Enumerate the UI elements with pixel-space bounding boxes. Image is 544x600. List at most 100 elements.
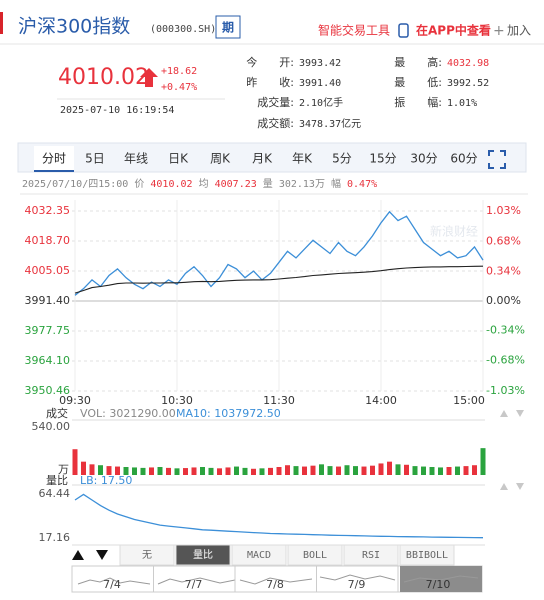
volume-bar — [191, 467, 197, 475]
navigator-labels: 7/4 7/7 7/8 7/9 7/10 — [103, 566, 450, 592]
volume-bar — [217, 468, 222, 475]
move-down[interactable] — [96, 550, 108, 560]
y2-tick-label: 0.68% — [486, 235, 521, 248]
tab-bar — [17, 142, 527, 173]
y-tick-label: 4032.35 — [25, 204, 71, 217]
accent-bar — [0, 12, 3, 34]
volume-bar — [404, 464, 409, 475]
volume-bar — [327, 466, 333, 475]
indicator-button[interactable] — [399, 544, 455, 566]
volume-bar — [302, 466, 307, 475]
stat-label: 成交量: — [257, 95, 294, 109]
info-amp: 0.47% — [347, 179, 377, 190]
fullscreen-icon[interactable] — [488, 150, 506, 169]
volume-bar — [370, 465, 375, 475]
add-link[interactable]: 加入 — [507, 24, 531, 38]
y-tick-label: 540.00 — [32, 420, 71, 433]
panel-arrows[interactable] — [500, 410, 524, 490]
tab[interactable]: 年K — [292, 152, 313, 166]
volume-bar — [242, 467, 248, 475]
stat-value: 3993.42 — [299, 58, 341, 69]
indicator-button[interactable] — [231, 544, 287, 566]
volume-bar — [293, 466, 299, 475]
volume-bar — [285, 465, 290, 475]
index-code: (000300.SH) — [150, 24, 216, 35]
move-up[interactable] — [72, 550, 84, 560]
volume-bar — [140, 467, 146, 475]
y-tick-label: 4018.70 — [25, 234, 71, 247]
volume-bar — [319, 464, 324, 475]
volume-bar — [378, 463, 384, 475]
tab[interactable]: 周K — [210, 152, 231, 166]
stat-label: 振 幅: — [394, 95, 442, 109]
volume-bar — [259, 468, 265, 475]
tab[interactable]: 15分 — [369, 152, 396, 166]
volume-bar — [225, 467, 231, 475]
y2-tick-label: 0.00% — [486, 294, 521, 307]
y-tick-label: 4005.05 — [25, 264, 71, 277]
navigator-label[interactable]: 7/10 — [426, 578, 451, 591]
volume-bar — [412, 466, 418, 475]
navigator-label[interactable]: 7/7 — [185, 578, 203, 591]
futures-button[interactable] — [215, 15, 241, 39]
indicator-button[interactable] — [119, 544, 175, 566]
panel-unit: 万 — [58, 463, 69, 476]
indicator-label: RSI — [362, 550, 380, 561]
y-tick-label: 3977.75 — [25, 324, 71, 337]
stat-value: 1.01% — [447, 98, 477, 109]
volume-bar — [98, 465, 103, 475]
tab[interactable]: 日K — [168, 152, 189, 166]
series-line — [74, 493, 484, 539]
volume-bar — [81, 461, 86, 475]
info-vol: 302.13万 — [279, 179, 325, 190]
indicator-label: BBIBOLL — [406, 550, 448, 561]
volume-bar — [455, 466, 460, 475]
volume-bar — [234, 466, 239, 475]
tab[interactable]: 月K — [252, 152, 273, 166]
navigator-label[interactable]: 7/9 — [348, 578, 366, 591]
stat-value: 2.10亿手 — [299, 96, 343, 109]
navigator-label[interactable]: 7/8 — [266, 578, 284, 591]
volume-bar — [421, 466, 426, 475]
tab[interactable]: 5日 — [85, 152, 105, 166]
tab[interactable]: 60分 — [450, 152, 477, 166]
volume-bar — [123, 467, 129, 475]
navigator-label[interactable]: 7/4 — [103, 578, 121, 591]
stat-value: 3992.52 — [447, 78, 489, 89]
navigator-sparkline — [77, 574, 479, 585]
volume-bar — [132, 467, 137, 475]
last-price: 4010.02 — [58, 65, 149, 90]
panel-label: 成交 — [46, 406, 68, 420]
tab[interactable]: 5分 — [332, 152, 352, 166]
tools-link[interactable]: 智能交易工具 — [318, 23, 390, 38]
indicator-label: BOLL — [303, 550, 327, 561]
y2-tick-label: 1.03% — [486, 204, 521, 217]
volume-bar — [268, 467, 273, 475]
app-link[interactable]: 在APP中查看 — [416, 23, 491, 38]
indicators: 无 量比 MACD BOLL RSI BBIBOLL — [119, 544, 455, 566]
watermark: 新浪财经 — [430, 224, 478, 239]
indicator-label: MACD — [247, 550, 271, 561]
tab[interactable]: 年线 — [124, 152, 148, 166]
volume-bar — [115, 466, 120, 475]
y2-tick-label: -0.34% — [486, 324, 525, 337]
panel-annotation: VOL: 3021290.00 — [80, 407, 176, 420]
info-date: 2025/07/10/四15:00 — [22, 179, 128, 190]
indicator-button[interactable] — [287, 544, 343, 566]
volume-bar — [344, 465, 350, 475]
volume-bar — [149, 467, 154, 475]
volume-bar — [361, 466, 367, 475]
tab[interactable]: 30分 — [410, 152, 437, 166]
change: +18.62 — [161, 66, 197, 77]
indicator-button[interactable] — [175, 544, 231, 566]
tab[interactable]: 分时 — [42, 152, 66, 166]
indicator-button[interactable] — [343, 544, 399, 566]
info-avg-label: 均 — [199, 178, 209, 190]
stat-label: 最 高: — [394, 55, 442, 69]
y-tick-label: 3964.10 — [25, 354, 71, 367]
phone-icon — [398, 23, 409, 38]
index-title: 沪深300指数 — [18, 16, 130, 38]
volume-bar — [438, 467, 443, 475]
